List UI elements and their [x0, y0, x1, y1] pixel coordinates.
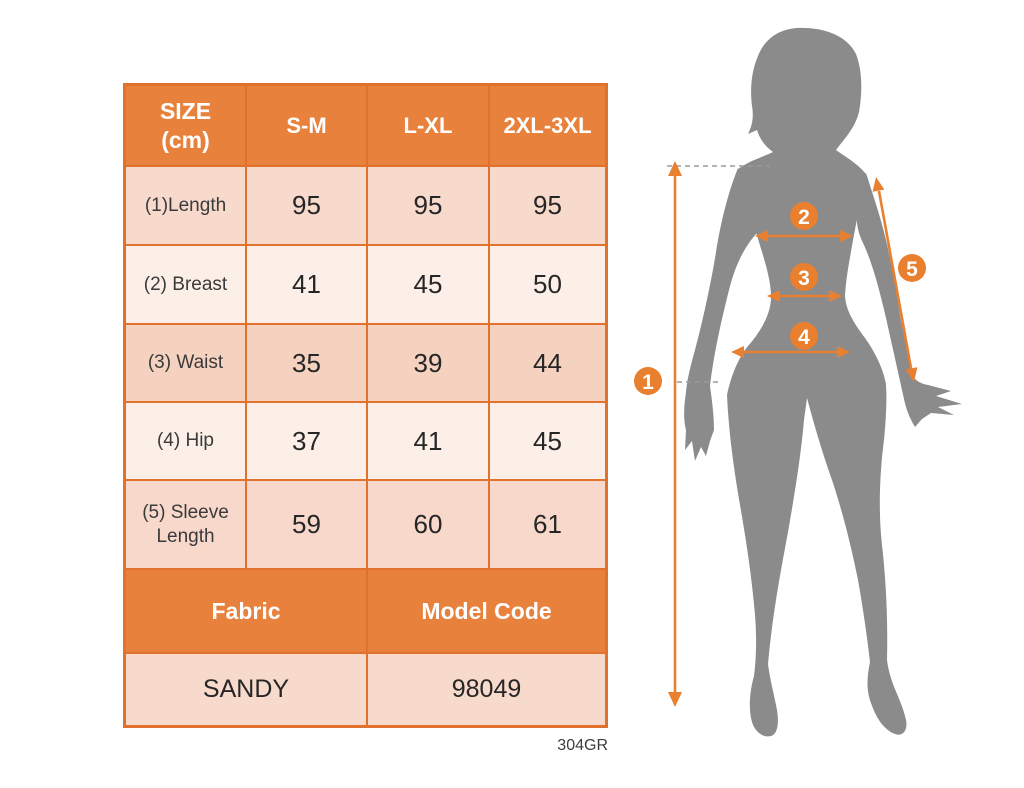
value-breast-2xl3xl: 50: [490, 246, 605, 323]
fabric-header: Fabric: [126, 570, 366, 652]
value-waist-sm: 35: [247, 325, 366, 401]
measurement-arrows: [668, 161, 918, 707]
value-breast-sm: 41: [247, 246, 366, 323]
marker-2-label: 2: [798, 206, 810, 229]
value-waist-lxl: 39: [368, 325, 488, 401]
value-sleeve-sm: 59: [247, 481, 366, 568]
row-label-sleeve-length: (5) Sleeve Length: [126, 481, 245, 568]
female-body-silhouette: [684, 27, 962, 737]
marker-5-label: 5: [906, 258, 918, 281]
value-hip-2xl3xl: 45: [490, 403, 605, 479]
marker-1-label: 1: [642, 371, 654, 394]
body-torso-legs-shape: [727, 27, 907, 737]
row-label-length: (1)Length: [126, 167, 245, 244]
value-length-lxl: 95: [368, 167, 488, 244]
length-arrow-1: [668, 161, 682, 707]
left-arm-shape: [684, 168, 757, 461]
marker-2: 2: [790, 202, 818, 230]
sleeve-arrow-5: [872, 177, 918, 382]
value-length-2xl3xl: 95: [490, 167, 605, 244]
size-table: SIZE (cm) S-M L-XL 2XL-3XL (1)Length 95 …: [123, 83, 608, 728]
value-waist-2xl3xl: 44: [490, 325, 605, 401]
column-header-sm: S-M: [247, 86, 366, 165]
dashed-reference-lines: [667, 165, 770, 383]
column-header-2xl3xl: 2XL-3XL: [490, 86, 605, 165]
marker-4-label: 4: [798, 326, 810, 349]
waist-arrow-3: [767, 290, 842, 302]
value-sleeve-lxl: 60: [368, 481, 488, 568]
model-code-header: Model Code: [368, 570, 605, 652]
value-hip-lxl: 41: [368, 403, 488, 479]
breast-arrow-2: [755, 230, 853, 242]
row-label-waist: (3) Waist: [126, 325, 245, 401]
row-label-breast: (2) Breast: [126, 246, 245, 323]
style-code-note: 304GR: [557, 737, 608, 754]
marker-4: 4: [790, 322, 818, 350]
marker-5: 5: [898, 254, 926, 282]
right-arm-shape: [856, 173, 962, 427]
size-unit-header: SIZE (cm): [126, 86, 245, 165]
measurement-figure: 1 2 3 4 5: [634, 27, 962, 737]
value-sleeve-2xl3xl: 61: [490, 481, 605, 568]
value-breast-lxl: 45: [368, 246, 488, 323]
model-code-value: 98049: [368, 654, 605, 725]
fabric-value: SANDY: [126, 654, 366, 725]
marker-1: 1: [634, 367, 662, 395]
column-header-lxl: L-XL: [368, 86, 488, 165]
row-label-hip: (4) Hip: [126, 403, 245, 479]
marker-3: 3: [790, 263, 818, 291]
value-length-sm: 95: [247, 167, 366, 244]
measurement-markers: 1 2 3 4 5: [634, 202, 926, 395]
value-hip-sm: 37: [247, 403, 366, 479]
hip-arrow-4: [731, 346, 850, 358]
marker-3-label: 3: [798, 267, 810, 290]
